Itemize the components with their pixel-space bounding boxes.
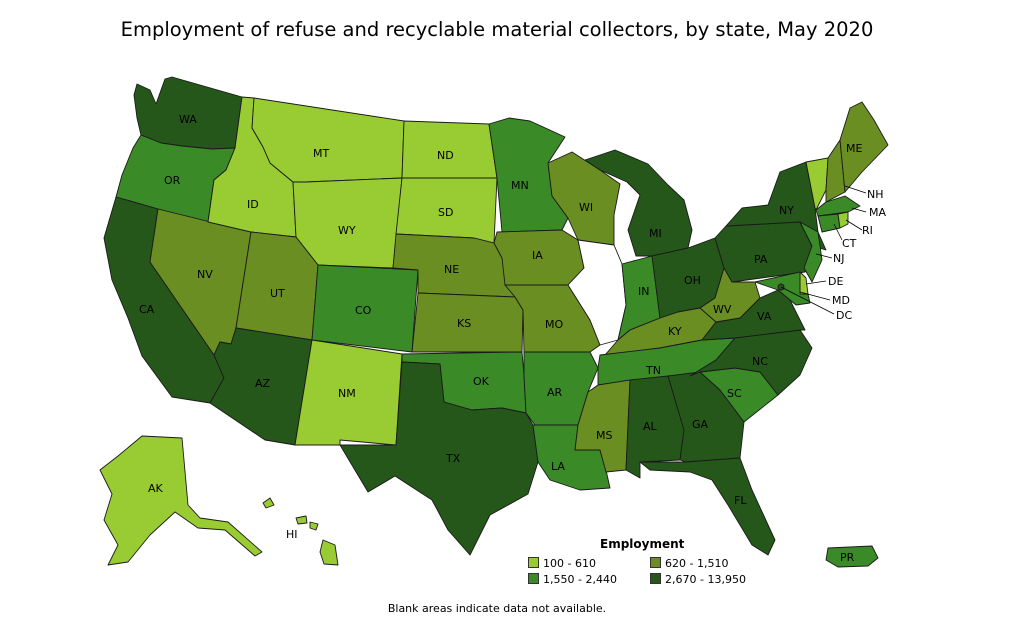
label-AR: AR — [547, 386, 563, 399]
label-WV: WV — [713, 303, 732, 316]
us-choropleth-map: WA OR CA NV ID MT WY UT AZ CO NM ND SD N… — [99, 76, 889, 568]
label-KS: KS — [457, 317, 471, 330]
label-CA: CA — [139, 303, 155, 316]
label-FL: FL — [734, 494, 747, 507]
legend-label-2: 620 - 1,510 — [665, 557, 729, 570]
label-CO: CO — [355, 304, 372, 317]
label-RI: RI — [862, 224, 873, 237]
label-OH: OH — [684, 274, 701, 287]
leader-lines — [780, 185, 867, 315]
label-IA: IA — [532, 249, 543, 262]
label-TX: TX — [445, 452, 461, 465]
state-IL[interactable] — [567, 239, 627, 346]
label-PR: PR — [840, 551, 855, 564]
legend-item-1: 100 - 610 — [528, 557, 596, 570]
label-GA: GA — [692, 418, 709, 431]
state-ME[interactable] — [839, 101, 889, 193]
label-VA: VA — [757, 310, 772, 323]
label-LA: LA — [551, 460, 565, 473]
state-FL[interactable] — [639, 457, 776, 556]
label-AL: AL — [643, 420, 658, 433]
label-NH: NH — [867, 188, 884, 201]
label-NM: NM — [338, 387, 356, 400]
label-NJ: NJ — [833, 252, 844, 265]
legend-title: Employment — [600, 537, 685, 551]
label-TN: TN — [645, 364, 661, 377]
state-labels: WA OR CA NV ID MT WY UT AZ CO NM ND SD N… — [139, 113, 886, 564]
label-WI: WI — [579, 201, 593, 214]
label-MO: MO — [545, 318, 563, 331]
label-CT: CT — [842, 237, 857, 250]
state-DE[interactable] — [799, 271, 809, 295]
label-SD: SD — [438, 206, 453, 219]
state-AK[interactable] — [99, 435, 263, 566]
legend-label-1: 100 - 610 — [543, 557, 596, 570]
legend-item-3: 1,550 - 2,440 — [528, 573, 617, 586]
label-MI: MI — [649, 227, 662, 240]
label-IN: IN — [638, 285, 649, 298]
state-RI[interactable] — [837, 211, 849, 229]
label-WA: WA — [179, 113, 197, 126]
state-NC[interactable] — [689, 329, 813, 396]
label-NY: NY — [779, 204, 794, 217]
label-AZ: AZ — [255, 377, 271, 390]
label-ME: ME — [846, 142, 862, 155]
footnote: Blank areas indicate data not available. — [387, 602, 607, 615]
label-NE: NE — [444, 263, 459, 276]
label-AK: AK — [148, 482, 164, 495]
state-MA[interactable] — [815, 195, 861, 217]
legend-swatch-3 — [528, 573, 539, 584]
state-NH[interactable] — [825, 139, 846, 203]
state-TX[interactable] — [339, 361, 539, 556]
label-HI: HI — [286, 528, 298, 541]
label-MS: MS — [596, 429, 612, 442]
label-MT: MT — [313, 147, 329, 160]
state-HI[interactable] — [262, 497, 339, 566]
label-PA: PA — [754, 253, 768, 266]
legend-item-2: 620 - 1,510 — [650, 557, 728, 570]
legend-swatch-4 — [650, 573, 661, 584]
label-MN: MN — [511, 179, 529, 192]
label-DE: DE — [828, 275, 843, 288]
legend-swatch-2 — [650, 557, 661, 568]
legend: Employment 100 - 610 620 - 1,510 1,550 -… — [528, 537, 768, 597]
legend-label-4: 2,670 - 13,950 — [665, 573, 746, 586]
label-OK: OK — [473, 375, 490, 388]
page-title: Employment of refuse and recyclable mate… — [120, 18, 874, 41]
state-NJ[interactable] — [799, 221, 823, 283]
label-KY: KY — [668, 325, 682, 338]
legend-label-3: 1,550 - 2,440 — [543, 573, 617, 586]
label-SC: SC — [727, 387, 742, 400]
label-ID: ID — [247, 198, 259, 211]
label-UT: UT — [270, 287, 285, 300]
label-ND: ND — [437, 149, 454, 162]
state-PR[interactable] — [825, 545, 879, 568]
state-VT[interactable] — [805, 157, 829, 211]
label-DC: DC — [836, 309, 852, 322]
label-NC: NC — [752, 355, 768, 368]
label-NV: NV — [197, 268, 213, 281]
legend-swatch-1 — [528, 557, 539, 568]
legend-item-4: 2,670 - 13,950 — [650, 573, 746, 586]
state-KS[interactable] — [411, 292, 524, 353]
label-MA: MA — [869, 206, 886, 219]
label-WY: WY — [338, 224, 356, 237]
label-MD: MD — [832, 294, 850, 307]
label-OR: OR — [164, 174, 181, 187]
